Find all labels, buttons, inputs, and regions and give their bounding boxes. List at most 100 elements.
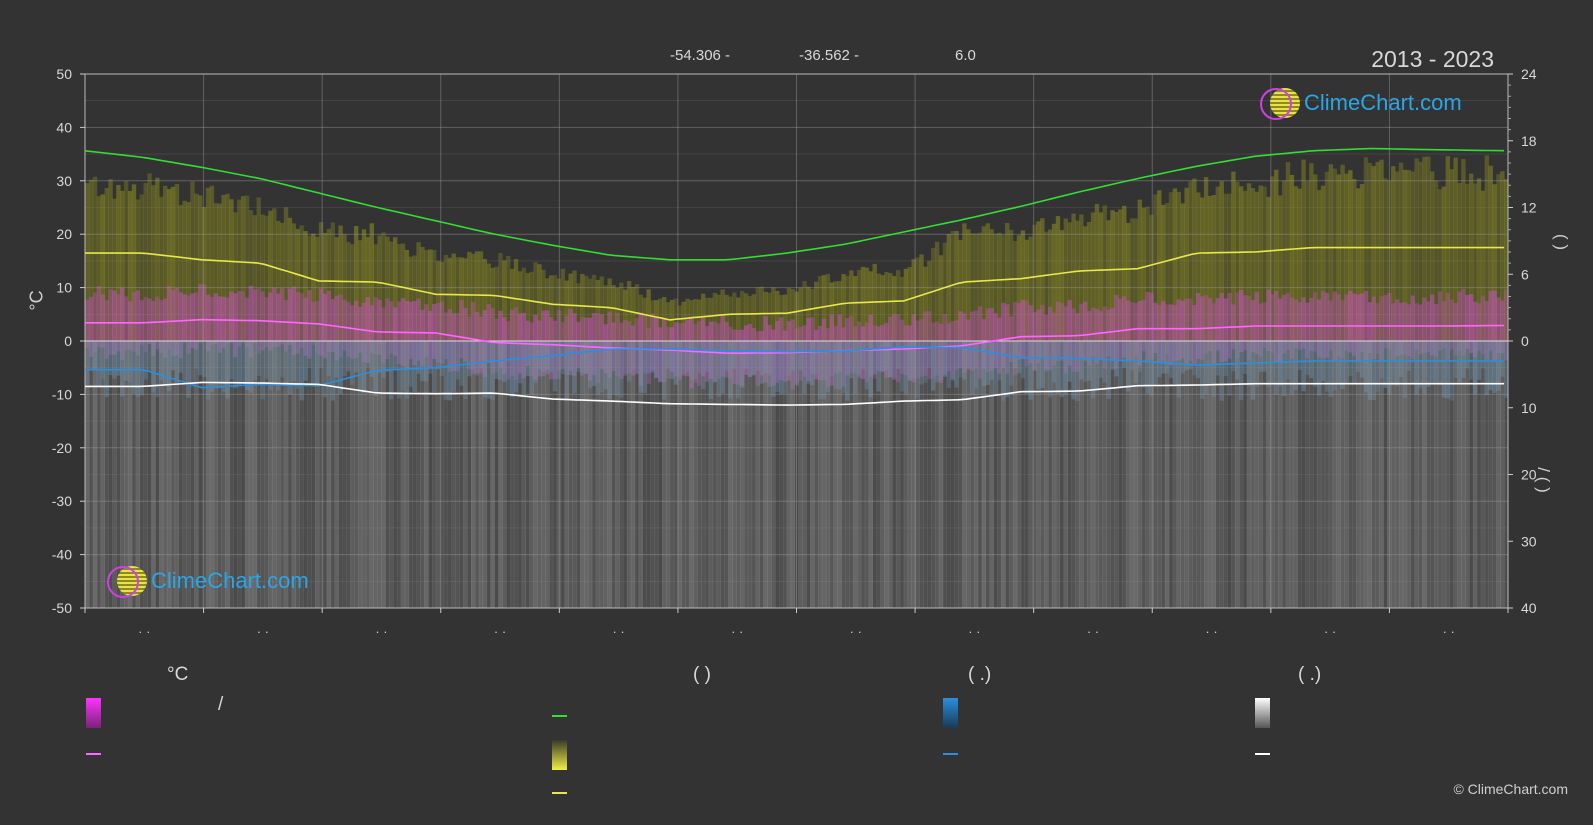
sunshine-day-bar <box>1449 169 1454 341</box>
rain-day-bar <box>1274 341 1279 395</box>
temperature-day-bar <box>903 325 909 376</box>
rain-day-bar <box>221 341 226 393</box>
temperature-day-bar <box>985 308 990 373</box>
rain-day-bar <box>443 341 449 400</box>
temperature-day-bar <box>315 300 320 353</box>
temperature-day-bar <box>568 308 573 371</box>
temperature-day-bar <box>506 321 511 380</box>
snow-day-bar <box>159 341 164 608</box>
sunshine-day-bar <box>650 300 655 341</box>
snow-day-bar <box>463 341 468 608</box>
temperature-day-bar <box>201 284 207 342</box>
legend-slash: / <box>218 694 224 715</box>
snow-day-bar <box>560 341 566 608</box>
sunshine-day-bar <box>291 223 297 341</box>
snow-day-bar <box>1090 341 1096 608</box>
snow-day-bar <box>1277 341 1283 608</box>
sunshine-day-bar <box>1083 226 1088 341</box>
snow-day-bar <box>1176 341 1182 608</box>
rain-day-bar <box>420 341 425 382</box>
temperature-day-bar <box>467 316 472 370</box>
sunshine-day-bar <box>1285 162 1291 341</box>
temperature-day-bar <box>747 323 753 377</box>
sunshine-day-bar <box>1172 188 1178 341</box>
rain-day-bar <box>1309 341 1314 379</box>
rain-day-bar <box>1086 341 1092 381</box>
snow-day-bar <box>658 341 663 608</box>
snow-day-bar <box>381 341 386 608</box>
sunshine-day-bar <box>623 289 628 341</box>
temperature-day-bar <box>361 302 367 362</box>
sunshine-day-bar <box>860 266 866 341</box>
left-tick-label: -10 <box>52 386 72 402</box>
snow-day-bar <box>1075 341 1080 608</box>
sunshine-day-bar <box>1320 185 1326 341</box>
sunshine-day-bar <box>1328 164 1334 341</box>
sunshine-day-bar <box>482 258 488 341</box>
snow-day-bar <box>697 341 702 608</box>
rain-day-bar <box>759 341 764 384</box>
sunshine-day-bar <box>131 184 137 341</box>
sunshine-day-bar <box>833 281 838 341</box>
snow-day-bar <box>1297 341 1302 608</box>
snow-day-bar <box>369 341 374 608</box>
temperature-day-bar <box>389 301 394 354</box>
temperature-day-bar <box>1203 295 1209 354</box>
sunshine-day-bar <box>1461 159 1466 341</box>
sunshine-day-bar <box>400 243 406 341</box>
temperature-day-bar <box>704 326 710 382</box>
rain-day-bar <box>131 341 137 395</box>
rain-day-bar <box>751 341 757 376</box>
logo-top[interactable]: ClimeChart.com <box>1260 88 1462 120</box>
sunshine-day-bar <box>899 276 905 341</box>
sunshine-day-bar <box>1433 180 1439 341</box>
legend-sun-title: ( ) <box>693 664 711 685</box>
sunshine-day-bar <box>907 266 913 341</box>
temperature-day-bar <box>1149 292 1154 360</box>
temperature-day-bar <box>1106 309 1111 357</box>
temperature-day-bar <box>1289 297 1295 359</box>
sunshine-day-bar <box>923 266 928 341</box>
rain-day-bar <box>1285 341 1291 380</box>
sunshine-day-bar <box>467 251 472 341</box>
rain-day-bar <box>322 341 328 398</box>
snow-day-bar <box>408 341 413 608</box>
snow-day-bar <box>1106 341 1111 608</box>
sunshine-day-bar <box>1394 171 1400 341</box>
snow-day-bar <box>490 341 495 608</box>
temperature-day-bar <box>299 293 304 349</box>
sunshine-day-bar <box>599 276 605 341</box>
sunshine-day-bar <box>1480 190 1486 341</box>
sunshine-day-bar <box>689 300 694 341</box>
sunshine-day-bar <box>1110 210 1115 341</box>
sunshine-day-bar <box>256 197 261 341</box>
snow-day-bar <box>1246 341 1252 608</box>
rain-day-bar <box>506 341 511 393</box>
snow-day-bar <box>307 341 312 608</box>
rain-day-bar <box>416 341 421 374</box>
temperature-day-bar <box>1367 302 1373 353</box>
sunshine-day-bar <box>775 290 780 341</box>
sunshine-day-bar <box>229 199 234 341</box>
right-bottom-tick-label: 10 <box>1521 400 1537 416</box>
rain-day-bar <box>623 341 628 375</box>
sunshine-day-bar <box>451 253 456 341</box>
snow-day-bar <box>143 341 148 608</box>
temperature-day-bar <box>1055 301 1061 361</box>
snow-day-bar <box>139 341 144 608</box>
snow-day-bar <box>1301 341 1306 608</box>
snow-day-bar <box>237 341 242 608</box>
logo-bottom[interactable]: ClimeChart.com <box>107 566 309 598</box>
snow-day-bar <box>494 341 499 608</box>
snow-day-bar <box>1461 341 1466 608</box>
right-top-tick-label: 0 <box>1521 333 1529 349</box>
rain-day-bar <box>385 341 390 372</box>
sunshine-day-bar <box>1122 205 1127 341</box>
rain-day-bar <box>985 341 990 386</box>
snow-day-bar <box>428 341 433 608</box>
sunshine-day-bar <box>1426 156 1431 341</box>
sunshine-day-bar <box>1020 230 1026 341</box>
rain-day-bar <box>237 341 242 386</box>
copyright: © ClimeChart.com <box>1453 781 1568 797</box>
rain-day-bar <box>509 341 515 398</box>
